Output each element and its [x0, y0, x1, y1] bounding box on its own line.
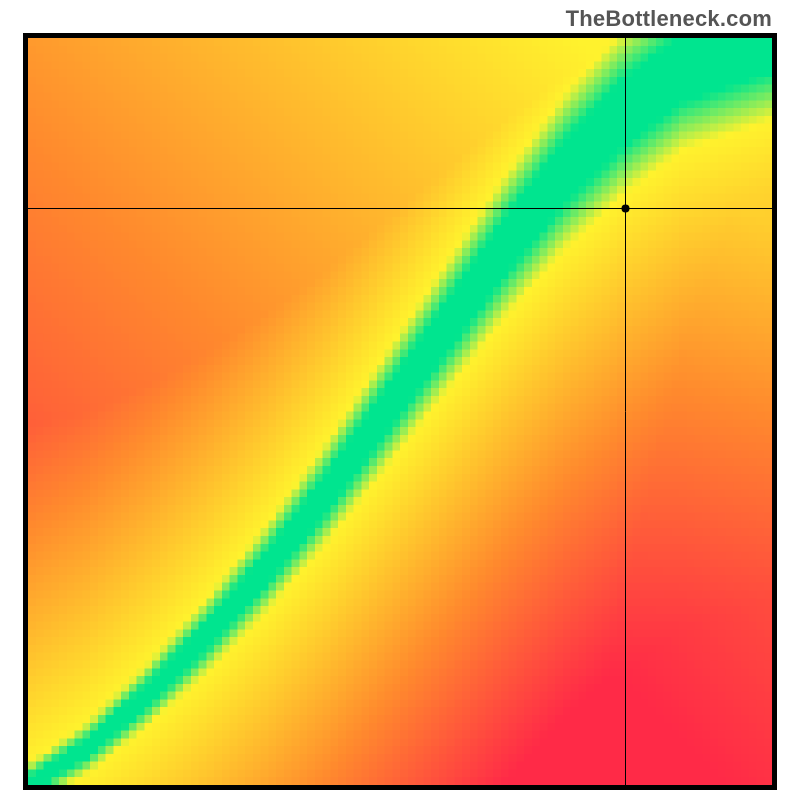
- heatmap-frame: [23, 33, 777, 790]
- watermark-text: TheBottleneck.com: [566, 6, 772, 32]
- crosshair-overlay: [28, 38, 772, 785]
